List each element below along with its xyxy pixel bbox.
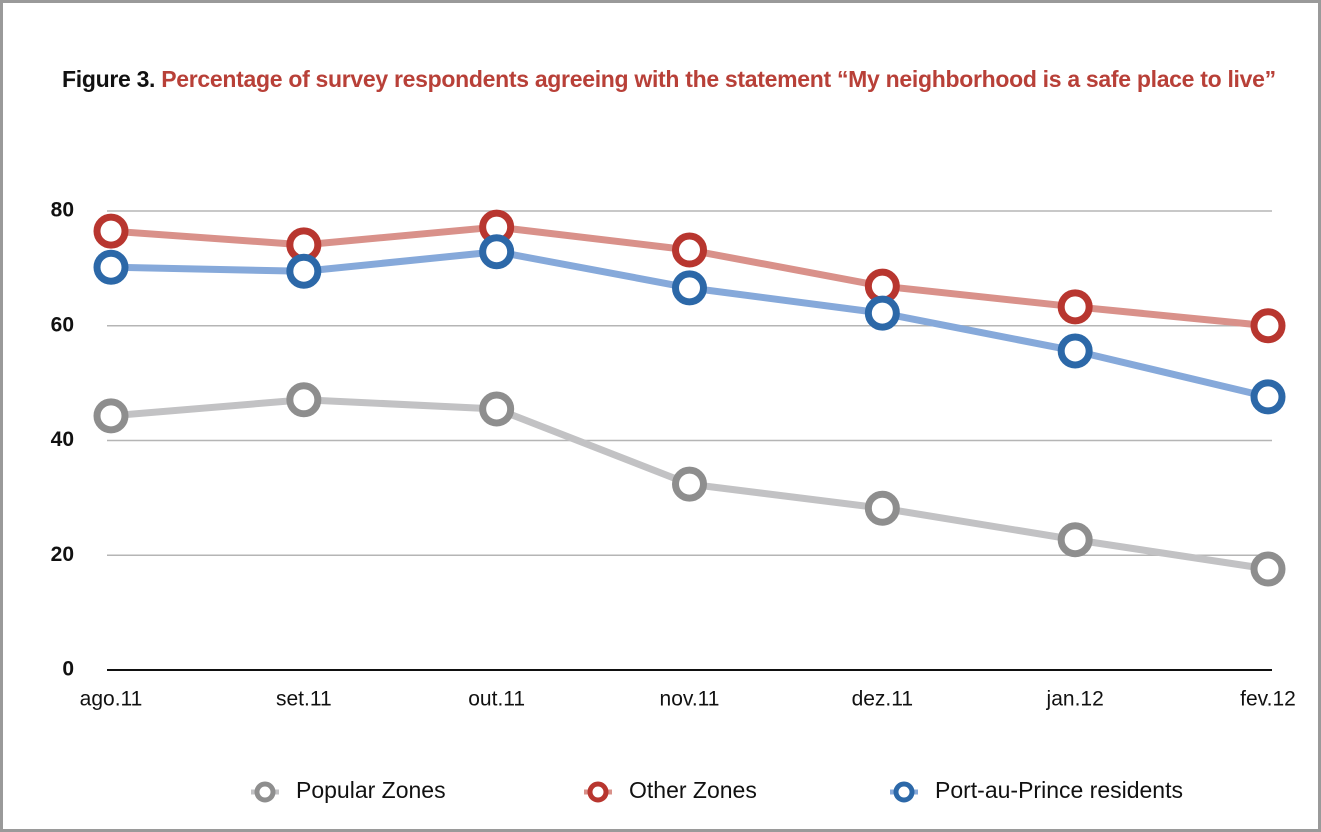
- marker: [1250, 551, 1286, 587]
- legend-marker: [254, 781, 276, 803]
- marker: [479, 234, 515, 270]
- title-text: Percentage of survey respondents agreein…: [161, 66, 1276, 92]
- marker: [479, 391, 515, 427]
- x-tick-label: nov.11: [660, 688, 720, 711]
- marker: [93, 213, 129, 249]
- marker: [1250, 308, 1286, 344]
- marker: [286, 253, 322, 289]
- marker: [672, 232, 707, 268]
- marker: [672, 466, 707, 502]
- marker: [1057, 289, 1093, 325]
- x-tick-label: dez.11: [852, 688, 914, 711]
- marker: [1057, 333, 1093, 369]
- x-tick-label: set.11: [276, 688, 332, 711]
- x-tick-label: ago.11: [80, 688, 143, 711]
- y-tick-label: 0: [62, 658, 74, 681]
- legend-label: Popular Zones: [296, 777, 446, 803]
- legend-marker: [893, 781, 915, 803]
- legend-label: Other Zones: [629, 777, 757, 803]
- marker: [286, 382, 322, 418]
- marker: [1057, 522, 1093, 558]
- marker: [1250, 379, 1286, 415]
- y-tick-label: 20: [51, 543, 74, 566]
- marker: [93, 398, 129, 434]
- legend-label: Port-au-Prince residents: [935, 777, 1183, 803]
- x-tick-label: out.11: [468, 688, 525, 711]
- marker: [864, 490, 900, 526]
- x-tick-label: fev.12: [1240, 688, 1296, 711]
- x-tick-label: jan.12: [1046, 688, 1104, 711]
- marker: [864, 295, 900, 331]
- marker: [672, 270, 707, 306]
- marker: [93, 249, 129, 285]
- figure-label: Figure 3.: [62, 66, 156, 92]
- legend-marker: [587, 781, 609, 803]
- y-tick-label: 60: [51, 313, 74, 336]
- y-tick-label: 40: [51, 428, 74, 451]
- chart-title: Figure 3. Percentage of survey responden…: [62, 58, 1292, 100]
- y-tick-label: 80: [51, 199, 74, 222]
